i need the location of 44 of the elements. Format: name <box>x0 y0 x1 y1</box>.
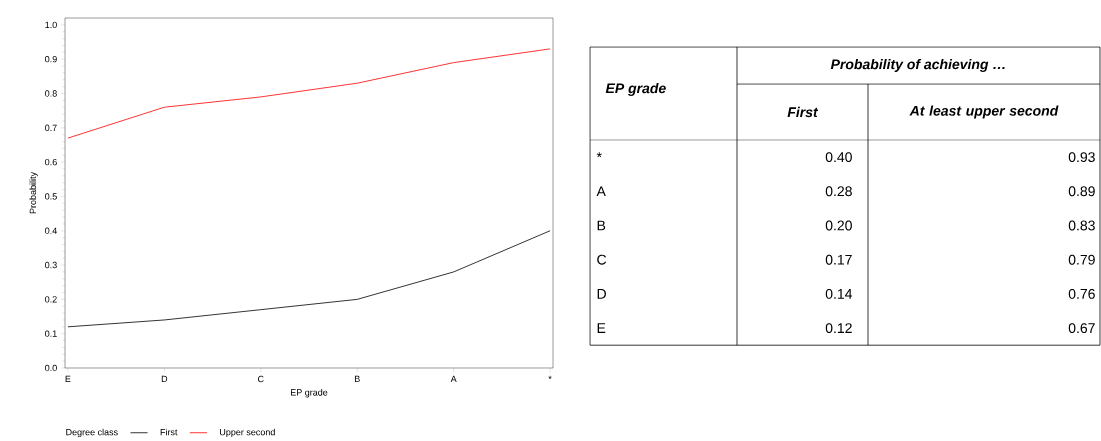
x-tick-label: B <box>354 375 360 382</box>
text: 0.67 <box>1068 323 1095 334</box>
x-tick-label: D <box>161 375 168 382</box>
y-tick-label: 0.9 <box>45 55 57 63</box>
legend-label: Upper second <box>220 428 275 438</box>
y-tick-label: 0.5 <box>45 193 57 200</box>
y-tick-label: 0.3 <box>45 261 57 269</box>
text: C <box>597 254 607 265</box>
text: EP grade <box>605 82 666 97</box>
text: 0.28 <box>825 186 852 197</box>
text: 0.76 <box>1068 288 1095 299</box>
x-tick-label: C <box>258 375 264 383</box>
x-tick-label: E <box>65 375 71 382</box>
y-tick-label: 0.0 <box>45 364 57 372</box>
x-tick-label: * <box>548 375 552 379</box>
y-tick-label: 0.6 <box>45 158 57 166</box>
text: 0.17 <box>825 254 852 265</box>
text: E <box>597 323 606 333</box>
text: At least upper second <box>909 105 1059 119</box>
y-tick-label: 0.4 <box>45 227 57 234</box>
y-tick-label: 0.2 <box>45 296 57 303</box>
text: D <box>597 289 606 299</box>
text: 0.93 <box>1068 152 1095 163</box>
text: 0.20 <box>825 220 852 231</box>
text: First <box>787 106 819 118</box>
text: A <box>596 186 606 197</box>
text: 0.79 <box>1068 254 1095 265</box>
text: * <box>596 152 602 158</box>
text: 0.89 <box>1068 186 1095 197</box>
y-tick-label: 1.0 <box>45 21 57 29</box>
text: 0.40 <box>825 152 852 163</box>
x-axis-title: EP grade <box>290 389 328 398</box>
y-tick-label: 0.1 <box>45 330 57 337</box>
legend-title: Degree class <box>66 428 118 438</box>
text: Probability of achieving … <box>830 58 1005 73</box>
text: 0.14 <box>825 288 853 299</box>
text: 0.83 <box>1068 220 1095 231</box>
y-tick-label: 0.8 <box>45 90 57 97</box>
text: B <box>597 220 606 231</box>
y-axis-title: Probability <box>29 172 38 214</box>
x-tick-label: A <box>450 375 457 382</box>
text: 0.12 <box>825 323 852 334</box>
y-tick-label: 0.7 <box>45 124 57 131</box>
legend-label: First <box>160 428 178 436</box>
